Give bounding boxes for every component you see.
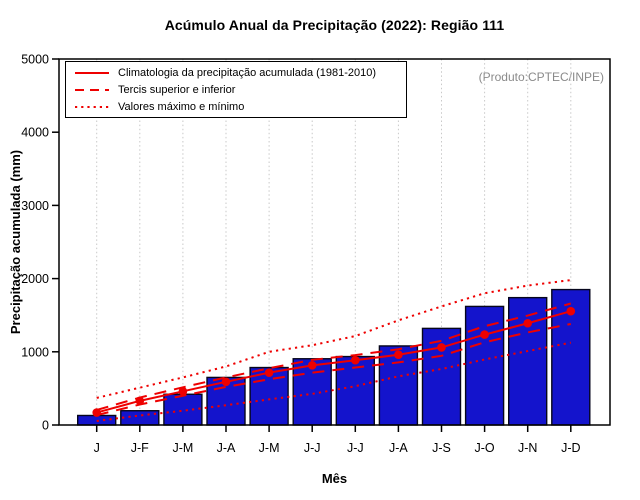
x-tick-label: J-J <box>304 441 321 455</box>
produto-note: (Produto:CPTEC/INPE) <box>478 70 604 84</box>
climatology-point <box>437 343 446 352</box>
climatology-point <box>221 377 231 387</box>
x-tick-label: J-M <box>259 441 280 455</box>
x-tick-label: J-J <box>347 441 364 455</box>
x-tick-label: J-A <box>389 441 408 455</box>
climatology-point <box>566 306 576 316</box>
bar-J-O <box>464 305 505 426</box>
bar-J-N <box>508 296 548 426</box>
y-tick-label: 5000 <box>21 53 49 67</box>
line-dotted <box>96 279 571 399</box>
climatology-point <box>394 350 403 360</box>
x-axis-title: Mês <box>321 471 348 486</box>
legend-item-max-min: Valores máximo e mínimo <box>66 99 406 114</box>
dotted-line-icon <box>75 105 109 108</box>
climatology-point <box>480 330 489 339</box>
line-dashed <box>96 323 571 417</box>
dashed-line-icon <box>75 88 109 91</box>
chart-title: Acúmulo Anual da Precipitação (2022): Re… <box>164 17 505 33</box>
line-solid <box>96 310 572 414</box>
x-tick-label: J-D <box>561 441 580 455</box>
legend-label: Climatologia da precipitação acumulada (… <box>118 66 377 79</box>
legend-label: Valores máximo e mínimo <box>118 100 245 113</box>
legend-item-climatology: Climatologia da precipitação acumulada (… <box>66 65 406 80</box>
y-tick-label: 1000 <box>21 345 49 359</box>
climatology-point <box>92 408 101 417</box>
climatology-point <box>264 368 274 377</box>
climatology-point <box>135 396 145 406</box>
climatology-point <box>351 355 360 365</box>
bar-J-F <box>120 410 160 426</box>
y-tick-label: 4000 <box>21 126 49 140</box>
plot-frame <box>58 58 611 426</box>
legend-item-terciles: Tercis superior e inferior <box>66 82 406 97</box>
line-dashed <box>96 302 572 411</box>
y-tick-label: 0 <box>42 419 49 433</box>
legend-label: Tercis superior e inferior <box>118 83 236 96</box>
y-tick-label: 3000 <box>21 199 49 213</box>
x-tick-label: J-O <box>475 441 495 455</box>
bar-J-A <box>378 345 419 426</box>
x-tick-label: J-N <box>518 441 537 455</box>
chart-legend: Climatologia da precipitação acumulada (… <box>65 61 407 118</box>
x-tick-label: J-M <box>172 441 193 455</box>
solid-line-icon <box>75 71 109 74</box>
y-tick-label: 2000 <box>21 272 49 286</box>
x-tick-label: J-A <box>217 441 236 455</box>
x-tick-label: J <box>94 441 100 455</box>
bar-J-M <box>163 393 203 426</box>
climatology-point <box>178 387 188 396</box>
x-tick-label: J-F <box>131 441 149 455</box>
bar-J-J <box>292 358 332 426</box>
climatology-point <box>523 318 532 328</box>
climatology-point <box>307 361 317 370</box>
x-tick-label: J-S <box>432 441 451 455</box>
y-axis-title: Precipitação acumulada (mm) <box>8 149 23 335</box>
